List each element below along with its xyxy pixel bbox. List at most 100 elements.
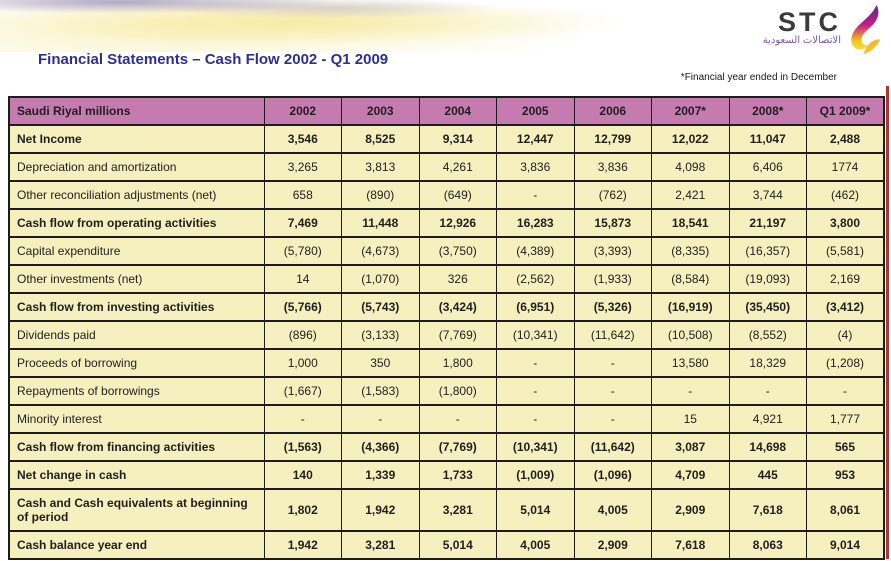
table-cell: (7,769) bbox=[418, 320, 497, 350]
table-cell: 326 bbox=[418, 264, 497, 294]
row-label: Other investments (net) bbox=[8, 264, 265, 294]
table-cell: - bbox=[651, 376, 730, 406]
table-cell: (8,335) bbox=[651, 236, 730, 266]
table-cell: 3,546 bbox=[263, 124, 342, 154]
table-cell: 12,022 bbox=[651, 124, 730, 154]
table-row: Net change in cash 140 1,339 1,733 (1,009) (1… bbox=[8, 460, 885, 490]
table-cell: 3,265 bbox=[263, 152, 342, 182]
cash-flow-table: Saudi Riyal millions 2002 2003 2004 2005 2006… bbox=[8, 96, 885, 560]
table-header-year: 2008* bbox=[728, 96, 807, 126]
table-cell: 1,339 bbox=[341, 460, 420, 490]
table-cell: - bbox=[728, 376, 807, 406]
table-cell: 2,909 bbox=[573, 530, 652, 560]
row-label: Capital expenditure bbox=[8, 236, 265, 266]
table-cell: (5,581) bbox=[806, 236, 885, 266]
table-header-year: Q1 2009* bbox=[806, 96, 885, 126]
table-cell: (5,326) bbox=[573, 292, 652, 322]
table-cell: 8,525 bbox=[341, 124, 420, 154]
table-cell: 1774 bbox=[806, 152, 885, 182]
table-cell: - bbox=[418, 404, 497, 434]
table-cell: (11,642) bbox=[573, 432, 652, 462]
stc-flame-icon bbox=[851, 5, 881, 55]
table-cell: (5,743) bbox=[341, 292, 420, 322]
table-cell: (6,951) bbox=[496, 292, 575, 322]
table-body: Net Income 3,546 8,525 9,314 12,447 12,799 12,… bbox=[8, 124, 885, 560]
table-cell: 1,802 bbox=[263, 488, 342, 532]
table-cell: (1,070) bbox=[341, 264, 420, 294]
table-row: Cash flow from investing activities (5,76… bbox=[8, 292, 885, 322]
table-row: Capital expenditure (5,780) (4,673) (3,750)… bbox=[8, 236, 885, 266]
row-label: Repayments of borrowings bbox=[8, 376, 265, 406]
table-cell: (19,093) bbox=[728, 264, 807, 294]
table-cell: (10,341) bbox=[496, 320, 575, 350]
row-label: Net Income bbox=[8, 124, 265, 154]
row-label: Cash balance year end bbox=[8, 530, 265, 560]
table-cell: (890) bbox=[341, 180, 420, 210]
table-cell: 11,047 bbox=[728, 124, 807, 154]
table-cell: (1,583) bbox=[341, 376, 420, 406]
row-label: Net change in cash bbox=[8, 460, 265, 490]
table-cell: (10,508) bbox=[651, 320, 730, 350]
table-cell: (8,552) bbox=[728, 320, 807, 350]
table-cell: 565 bbox=[806, 432, 885, 462]
table-row: Cash balance year end 1,942 3,281 5,014 4,00… bbox=[8, 530, 885, 560]
table-header-year: 2004 bbox=[418, 96, 497, 126]
table-cell: (1,933) bbox=[573, 264, 652, 294]
table-cell: (2,562) bbox=[496, 264, 575, 294]
table-cell: 3,744 bbox=[728, 180, 807, 210]
table-row: Net Income 3,546 8,525 9,314 12,447 12,799 12,… bbox=[8, 124, 885, 154]
table-header-year: 2003 bbox=[341, 96, 420, 126]
table-cell: (4) bbox=[806, 320, 885, 350]
stc-logo: STC الاتصالات السعودية bbox=[763, 5, 883, 55]
table-row: Dividends paid (896) (3,133) (7,769) (10,341… bbox=[8, 320, 885, 350]
table-cell: 2,421 bbox=[651, 180, 730, 210]
table-cell: 2,909 bbox=[651, 488, 730, 532]
table-row: Repayments of borrowings (1,667) (1,583) (1… bbox=[8, 376, 885, 406]
table-cell: 2,169 bbox=[806, 264, 885, 294]
table-cell: (16,919) bbox=[651, 292, 730, 322]
table-cell: - bbox=[573, 404, 652, 434]
table-cell: 18,329 bbox=[728, 348, 807, 378]
table-cell: (1,009) bbox=[496, 460, 575, 490]
row-label: Minority interest bbox=[8, 404, 265, 434]
table-row: Cash and Cash equivalents at beginning o… bbox=[8, 488, 885, 532]
stc-logo-text: STC bbox=[778, 7, 841, 37]
stc-logo-arabic-text: الاتصالات السعودية bbox=[762, 35, 841, 46]
table-cell: 3,836 bbox=[496, 152, 575, 182]
table-cell: 12,447 bbox=[496, 124, 575, 154]
table-cell: 1,733 bbox=[418, 460, 497, 490]
table-cell: 3,836 bbox=[573, 152, 652, 182]
page-title: Financial Statements – Cash Flow 2002 - … bbox=[38, 51, 389, 68]
table-cell: (3,424) bbox=[418, 292, 497, 322]
table-cell: 8,061 bbox=[806, 488, 885, 532]
table-cell: 4,098 bbox=[651, 152, 730, 182]
table-cell: 9,314 bbox=[418, 124, 497, 154]
table-cell: - bbox=[496, 376, 575, 406]
table-cell: - bbox=[806, 376, 885, 406]
table-cell: (16,357) bbox=[728, 236, 807, 266]
row-label: Cash and Cash equivalents at beginning o… bbox=[8, 488, 265, 532]
table-cell: 5,014 bbox=[496, 488, 575, 532]
table-row: Proceeds of borrowing 1,000 350 1,800- -13,5… bbox=[8, 348, 885, 378]
table-cell: (1,667) bbox=[263, 376, 342, 406]
table-cell: 6,406 bbox=[728, 152, 807, 182]
table-cell: (3,412) bbox=[806, 292, 885, 322]
table-cell: (649) bbox=[418, 180, 497, 210]
table-cell: (3,750) bbox=[418, 236, 497, 266]
row-label: Proceeds of borrowing bbox=[8, 348, 265, 378]
table-row: Cash flow from operating activities 7,469… bbox=[8, 208, 885, 238]
row-label: Cash flow from financing activities bbox=[8, 432, 265, 462]
table-cell: 5,014 bbox=[418, 530, 497, 560]
table-cell: (4,366) bbox=[341, 432, 420, 462]
table-cell: 14 bbox=[263, 264, 342, 294]
table-cell: 9,014 bbox=[806, 530, 885, 560]
table-cell: - bbox=[573, 376, 652, 406]
table-cell: 1,777 bbox=[806, 404, 885, 434]
table-cell: (1,208) bbox=[806, 348, 885, 378]
table-cell: 3,281 bbox=[341, 530, 420, 560]
table-cell: 953 bbox=[806, 460, 885, 490]
table-cell: 445 bbox=[728, 460, 807, 490]
table-cell: 4,005 bbox=[496, 530, 575, 560]
table-row: Depreciation and amortization 3,265 3,813 4… bbox=[8, 152, 885, 182]
